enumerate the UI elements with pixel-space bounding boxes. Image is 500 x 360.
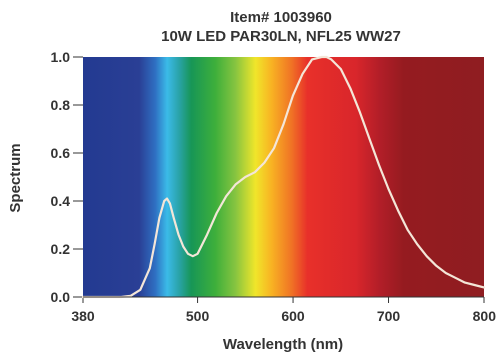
x-tick-label: 500 xyxy=(186,308,210,324)
data-point xyxy=(473,284,476,286)
y-tick-label: 0.4 xyxy=(51,193,71,209)
data-point xyxy=(397,210,399,212)
data-point xyxy=(206,234,208,236)
data-point xyxy=(325,56,328,58)
data-point xyxy=(407,229,409,231)
data-point xyxy=(454,277,456,279)
data-point xyxy=(177,234,180,236)
data-point xyxy=(273,147,275,149)
data-point xyxy=(387,188,390,190)
y-tick-label: 0.2 xyxy=(51,241,71,257)
y-tick-label: 0.0 xyxy=(51,289,71,305)
y-axis: 0.0 0.2 0.4 0.6 0.8 1.0 xyxy=(51,49,83,305)
data-point xyxy=(158,217,160,219)
data-point xyxy=(163,200,165,202)
data-point xyxy=(311,58,313,61)
data-point xyxy=(225,195,227,197)
data-point xyxy=(169,202,171,204)
data-point xyxy=(435,265,437,267)
data-point xyxy=(445,272,447,274)
y-axis-label: Spectrum xyxy=(7,143,24,212)
data-point xyxy=(244,176,246,178)
data-point xyxy=(254,171,256,173)
data-point xyxy=(426,255,428,257)
data-point xyxy=(130,295,132,297)
chart-title: Item# 1003960 xyxy=(230,9,332,26)
data-point xyxy=(378,164,380,166)
spectrum-series-line xyxy=(81,55,486,299)
data-point xyxy=(154,243,156,245)
y-tick-label: 0.8 xyxy=(51,97,71,113)
data-point xyxy=(187,253,189,255)
y-tick-label: 1.0 xyxy=(51,49,71,65)
data-point xyxy=(263,162,266,164)
data-point xyxy=(292,94,294,96)
data-point xyxy=(359,111,361,113)
x-axis-label: Wavelength (nm) xyxy=(223,336,343,353)
chart-subtitle: 10W LED PAR30LN, NFL25 WW27 xyxy=(161,28,401,45)
data-point xyxy=(235,183,237,185)
data-point xyxy=(340,68,342,70)
x-axis: 380 500 600 700 800 xyxy=(71,297,496,324)
data-point xyxy=(301,73,304,75)
data-point xyxy=(368,138,371,140)
data-point xyxy=(139,289,141,291)
data-point xyxy=(330,58,332,61)
x-tick-label: 380 xyxy=(71,308,95,324)
x-tick-label: 700 xyxy=(377,308,401,324)
x-tick-label: 800 xyxy=(473,308,497,324)
data-point xyxy=(216,212,218,214)
data-point xyxy=(192,255,194,257)
data-point xyxy=(149,267,151,269)
data-point xyxy=(166,198,168,200)
data-point xyxy=(173,217,175,219)
data-point xyxy=(464,282,466,284)
data-point xyxy=(196,253,199,255)
plot-background-spectrum xyxy=(83,57,484,297)
data-point xyxy=(416,243,418,245)
data-point xyxy=(483,286,485,288)
y-tick-label: 0.6 xyxy=(51,145,71,161)
x-tick-label: 600 xyxy=(281,308,305,324)
data-point xyxy=(182,246,184,248)
data-point xyxy=(282,123,285,125)
data-point xyxy=(321,56,323,58)
data-point xyxy=(349,87,351,89)
